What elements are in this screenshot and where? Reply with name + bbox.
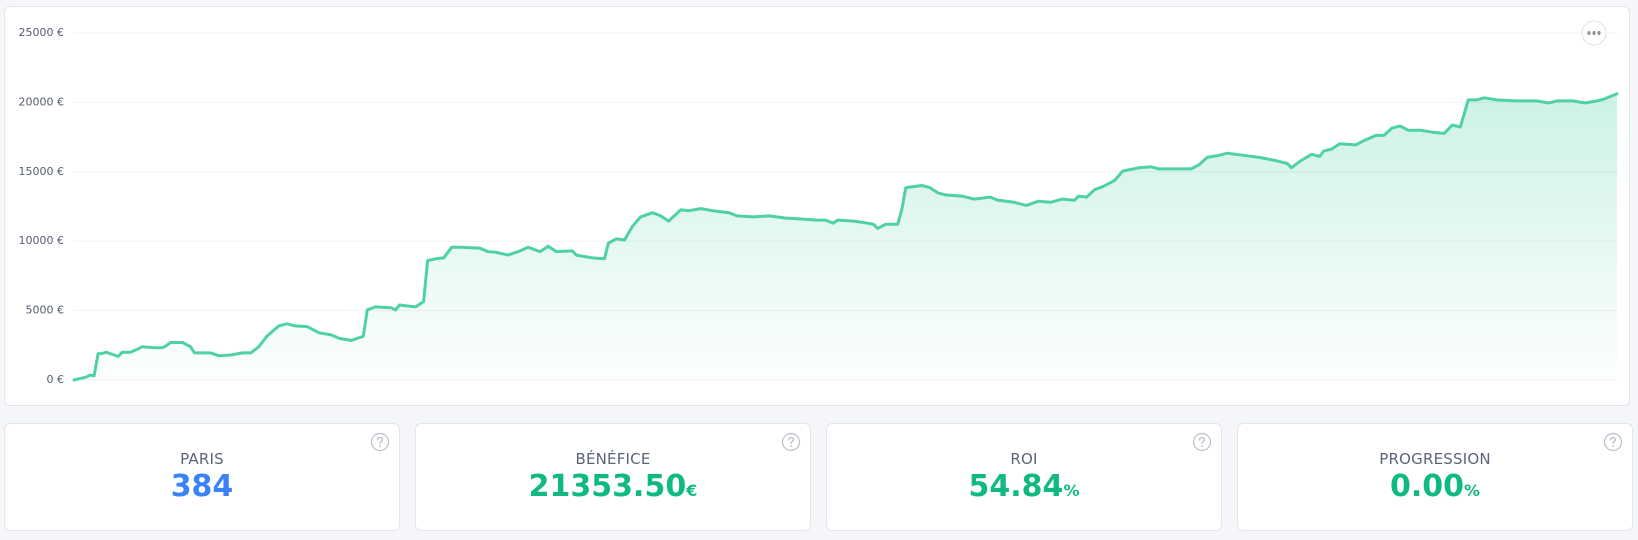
help-icon[interactable] [1192, 432, 1212, 452]
stat-unit: % [1063, 481, 1080, 500]
stat-number: 384 [170, 469, 234, 504]
y-tick-label: 15000 € [19, 165, 65, 178]
y-tick-label: 20000 € [19, 95, 65, 108]
stat-label: PROGRESSION [1379, 450, 1491, 468]
stat-value: 0.00% [1238, 469, 1632, 504]
help-icon[interactable] [370, 432, 390, 452]
area [74, 93, 1617, 380]
stat-card: ROI 54.84% [826, 423, 1222, 531]
stat-value: 21353.50€ [416, 469, 810, 504]
line [72, 92, 1619, 382]
stat-label: ROI [1010, 450, 1038, 468]
stat-unit: % [1464, 481, 1481, 500]
stat-number: 54.84 [968, 469, 1064, 504]
stat-label: BÉNÉFICE [575, 450, 651, 468]
stat-value: 54.84% [827, 469, 1221, 504]
stat-number: 21353.50 [528, 469, 687, 504]
stat-number: 0.00 [1389, 469, 1464, 504]
help-icon[interactable] [1603, 432, 1623, 452]
y-tick-label: 25000 € [19, 26, 65, 39]
stat-value: 384 [5, 469, 399, 504]
y-tick-label: 10000 € [19, 234, 65, 247]
y-tick-label: 5000 € [26, 304, 65, 317]
chart-card: 0 € 5000 € 10000 € 15000 € 20000 € 25000 € [4, 6, 1630, 406]
chart: 0 € 5000 € 10000 € 15000 € 20000 € 25000 € [19, 20, 1619, 386]
stat-unit: € [686, 481, 698, 500]
stat-card: PARIS 384 [4, 423, 400, 531]
y-tick-label: 0 € [47, 373, 65, 386]
stat-label: PARIS [180, 450, 224, 468]
help-icon[interactable] [781, 432, 801, 452]
stat-card: BÉNÉFICE 21353.50€ [415, 423, 811, 531]
stat-card: PROGRESSION 0.00% [1237, 423, 1633, 531]
